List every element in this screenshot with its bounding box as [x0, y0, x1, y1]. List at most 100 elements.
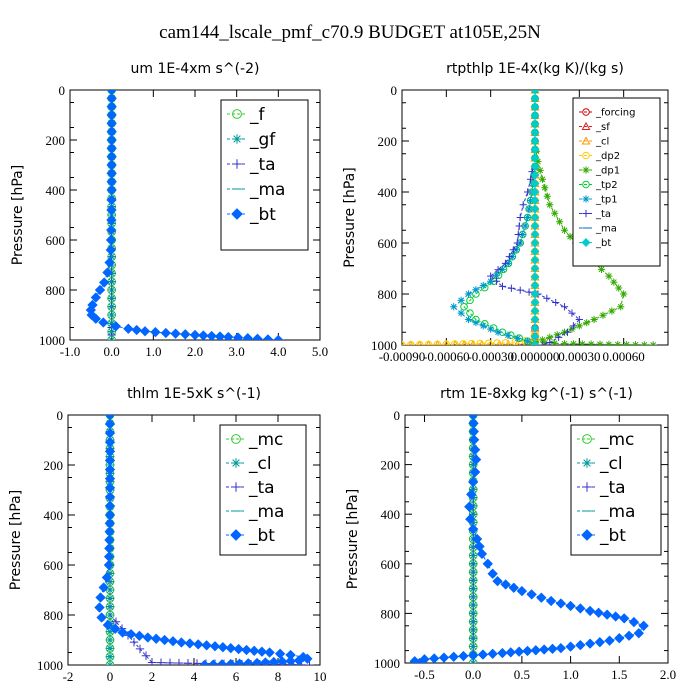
data-point	[98, 317, 109, 328]
legend-marker	[582, 458, 592, 468]
data-point	[509, 246, 517, 254]
series-group	[94, 415, 314, 665]
data-point	[268, 656, 280, 665]
data-point	[515, 222, 523, 230]
data-point	[487, 277, 495, 285]
data-point	[438, 652, 450, 663]
data-point	[608, 307, 616, 315]
data-point	[575, 315, 583, 324]
legend-label: _ta	[249, 155, 276, 175]
data-point	[492, 277, 501, 285]
data-point	[470, 454, 482, 465]
data-point	[476, 339, 484, 345]
x-tick-label: 10	[314, 669, 327, 684]
data-point	[402, 341, 406, 345]
data-point	[487, 648, 498, 660]
panel-title: um 1E-4xm s^(-2)	[131, 61, 260, 77]
data-point	[479, 322, 487, 330]
data-point	[605, 340, 613, 345]
figure-title: cam144_lscale_pmf_c70.9 BUDGET at105E,25…	[159, 22, 541, 43]
data-point	[207, 659, 219, 665]
data-point	[633, 627, 645, 639]
data-point	[560, 303, 569, 311]
legend-label: _f	[249, 105, 266, 125]
data-point	[519, 230, 527, 239]
data-point	[530, 644, 542, 656]
data-point	[241, 644, 252, 656]
legend: _f _gf _ta _ma _bt	[220, 99, 309, 251]
data-point	[514, 334, 522, 342]
y-tick-label: 200	[378, 134, 398, 149]
x-tick-label: 2.0	[187, 344, 203, 359]
data-point	[448, 651, 459, 663]
x-tick-label: 1.5	[611, 667, 627, 682]
legend-label: _cl	[599, 454, 623, 474]
data-point	[464, 501, 475, 513]
data-point	[183, 659, 193, 665]
data-point	[274, 648, 286, 660]
data-point	[217, 641, 229, 653]
x-tick-label: 0.0	[465, 667, 481, 682]
legend-label: _ta	[595, 209, 611, 220]
data-point	[467, 339, 476, 345]
data-point	[584, 638, 596, 649]
data-point	[597, 265, 606, 273]
data-point	[225, 642, 237, 654]
panel-title: rtpthlp 1E-4x(kg K)/(kg s)	[446, 61, 624, 77]
data-point	[248, 645, 260, 657]
chart-panel-4: rtm 1E-8xkg kg^(-1) s^(-1) Pressure [hPa]…	[345, 386, 676, 682]
data-point	[94, 284, 106, 296]
y-tick-label: 200	[381, 458, 401, 473]
data-point	[623, 341, 631, 345]
data-point	[407, 341, 415, 345]
data-point	[569, 322, 578, 330]
data-point	[101, 572, 113, 583]
data-point	[433, 340, 442, 345]
data-point	[150, 633, 162, 645]
data-point	[450, 303, 458, 311]
data-point	[105, 234, 117, 246]
legend-marker	[232, 109, 242, 119]
legend-marker	[582, 108, 590, 116]
data-point	[487, 272, 495, 280]
legend-label: _ta	[248, 478, 275, 498]
data-point	[206, 330, 217, 340]
data-point	[546, 333, 554, 341]
data-point	[601, 609, 613, 620]
data-point	[465, 489, 477, 500]
data-point	[469, 466, 481, 478]
x-tick-label: 1.0	[562, 667, 578, 682]
data-point	[618, 613, 630, 624]
data-point	[575, 603, 586, 614]
data-point	[129, 637, 139, 647]
y-tick-label: 800	[44, 608, 64, 623]
data-point	[560, 340, 569, 345]
data-point	[526, 589, 537, 600]
data-point	[555, 642, 567, 654]
legend-marker	[582, 434, 592, 444]
legend-marker	[231, 458, 241, 468]
data-point	[487, 568, 498, 579]
data-point	[476, 548, 488, 560]
series-group	[409, 415, 649, 663]
data-point	[472, 286, 480, 294]
data-point	[640, 341, 648, 345]
legend-label: _mc	[599, 430, 634, 450]
y-tick-label: 200	[44, 458, 64, 473]
data-point	[142, 632, 154, 643]
legend-label: _bt	[249, 205, 276, 225]
data-point	[500, 579, 511, 590]
data-point	[525, 288, 533, 296]
data-point	[460, 302, 468, 311]
data-point	[176, 637, 187, 648]
data-point	[521, 222, 529, 230]
data-point	[498, 265, 507, 273]
legend-marker	[581, 136, 591, 145]
legend-marker	[230, 529, 242, 541]
data-point	[555, 333, 563, 341]
data-point	[251, 657, 263, 665]
data-point	[599, 311, 607, 319]
data-point	[201, 640, 212, 651]
data-point	[477, 649, 489, 660]
data-point	[160, 327, 172, 339]
